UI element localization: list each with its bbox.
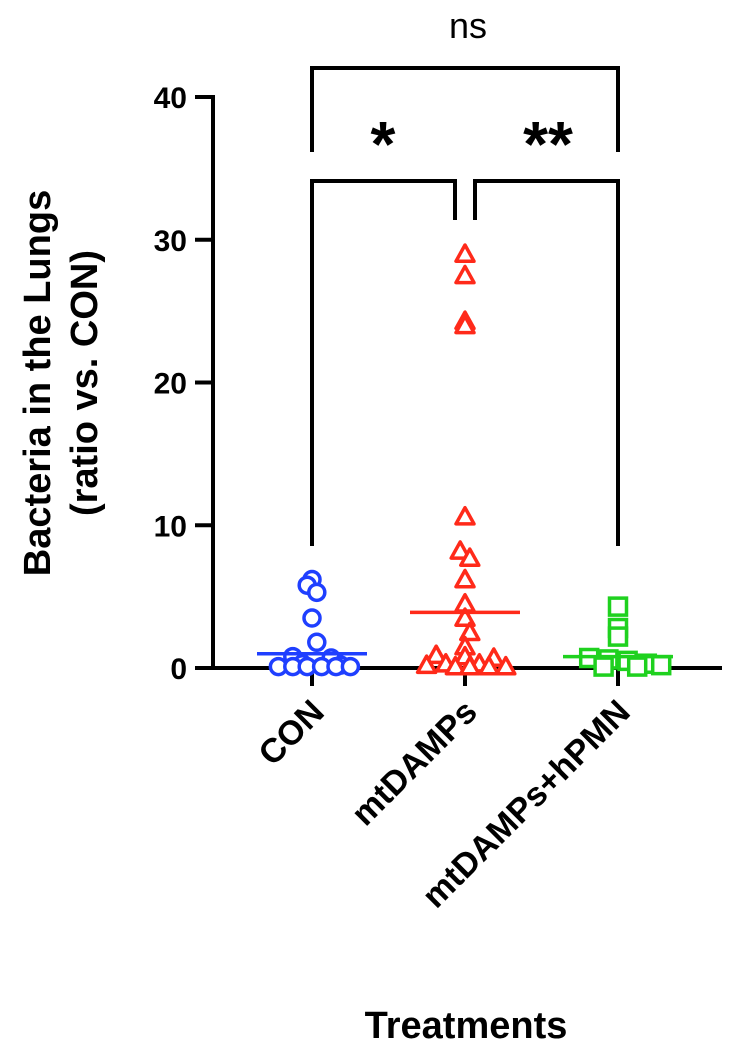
y-tick-label: 30 [154, 225, 187, 258]
data-point-triangle [454, 607, 476, 627]
data-point-triangle [415, 654, 438, 675]
data-point-square [650, 654, 672, 676]
data-point-triangle [478, 655, 500, 676]
data-point-triangle [449, 540, 471, 560]
data-point-circle [307, 582, 327, 603]
significance-label: * [371, 108, 396, 180]
significance-label: ** [523, 108, 573, 180]
data-point-triangle [454, 505, 476, 526]
y-tick-label: 20 [154, 368, 187, 401]
data-point-circle [302, 608, 322, 628]
significance-label: ns [449, 5, 487, 46]
x-tick-label: CON [251, 693, 331, 773]
data-points [268, 243, 672, 677]
data-point-triangle [425, 644, 447, 665]
significance-bracket [310, 179, 457, 546]
data-point-triangle [459, 621, 481, 642]
significance-bracket [473, 179, 620, 546]
data-point-square [607, 596, 629, 617]
data-point-square [626, 656, 648, 677]
data-point-triangle [454, 314, 476, 335]
axis-labels: Bacteria in the Lungs (ratio vs. CON) Trea… [17, 190, 567, 1047]
mean-lines [257, 610, 673, 659]
y-axis-title-line1: Bacteria in the Lungs [17, 190, 59, 576]
data-point-triangle [459, 655, 481, 676]
y-tick-label: 0 [170, 653, 187, 686]
y-tick-label: 10 [154, 510, 187, 543]
x-tick-label: mtDAMPs [344, 693, 484, 833]
x-axis-title: Treatments [365, 1005, 568, 1047]
data-point-triangle [454, 264, 476, 285]
data-point-triangle [459, 547, 481, 568]
significance-brackets: ns* ** [310, 5, 620, 546]
data-point-triangle [495, 655, 517, 676]
data-point-square [593, 656, 614, 677]
data-point-circle [307, 632, 327, 653]
data-point-triangle [454, 568, 476, 589]
data-point-triangle [454, 243, 476, 263]
significance-bracket [310, 66, 620, 152]
y-axis-title-line2: (ratio vs. CON) [64, 250, 106, 516]
y-tick-label: 40 [154, 82, 187, 115]
data-point-circle [340, 656, 361, 677]
data-point-square [607, 626, 629, 647]
data-point-triangle [444, 655, 467, 676]
